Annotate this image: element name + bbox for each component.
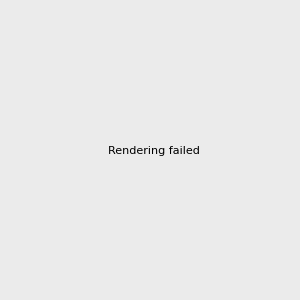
Text: Rendering failed: Rendering failed [108, 146, 200, 157]
